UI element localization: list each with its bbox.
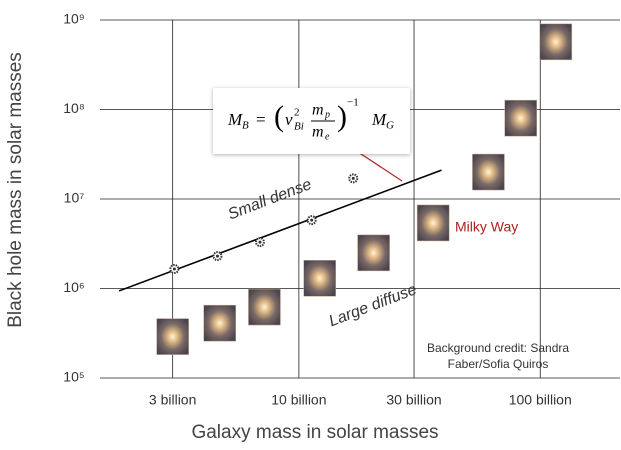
y-tick-label: 10⁹: [63, 11, 85, 27]
y-axis-label: Black hole mass in solar masses: [5, 52, 26, 328]
data-point-core: [310, 218, 314, 222]
galaxy-image: [203, 304, 236, 342]
formula-token: m: [312, 124, 324, 141]
y-tick-label: 10⁷: [64, 190, 85, 206]
formula-token: p: [324, 109, 330, 120]
data-point-core: [351, 176, 355, 180]
formula-token: M: [371, 110, 387, 129]
x-tick-label: 100 billion: [509, 392, 572, 408]
formula-token: M: [227, 110, 243, 129]
credit: Background credit: Sandra: [427, 341, 569, 355]
galaxy-image: [248, 288, 281, 326]
data-point-core: [172, 267, 176, 271]
y-tick-label: 10⁵: [63, 369, 84, 385]
galaxy-image: [539, 23, 573, 61]
galaxy-image: [357, 234, 390, 272]
formula: M B = ( ν 2 Bi m p m e ) −1 M G: [227, 97, 394, 143]
formula-token: =: [256, 110, 266, 129]
formula-token: (: [274, 100, 284, 133]
formula-token: Bi: [294, 121, 304, 133]
galaxy-image: [472, 153, 505, 191]
formula-token: m: [312, 102, 324, 119]
formula-token: B: [242, 120, 249, 132]
formula-token: G: [386, 120, 394, 132]
x-tick-label: 3 billion: [149, 392, 196, 408]
x-axis-label: Galaxy mass in solar masses: [191, 422, 438, 443]
pointer-line: [354, 149, 403, 182]
x-tick-label: 30 billion: [386, 392, 441, 408]
y-tick-label: 10⁶: [63, 279, 84, 295]
annotation: Milky Way: [455, 219, 518, 235]
formula-token: −1: [347, 97, 359, 109]
formula-token: e: [325, 131, 330, 142]
data-point-core: [215, 254, 219, 258]
y-tick-label: 10⁸: [63, 100, 85, 116]
galaxy-image: [303, 260, 336, 297]
galaxy-image: [156, 318, 189, 355]
galaxy-image: [504, 99, 537, 137]
x-tick-label: 10 billion: [271, 392, 326, 408]
formula-token: ): [337, 100, 347, 133]
annotation: Small dense: [226, 176, 314, 223]
credit: Faber/Sofia Quiros: [448, 357, 549, 371]
data-point-core: [258, 240, 262, 244]
formula-token: 2: [294, 107, 300, 119]
galaxy-image: [416, 204, 450, 242]
formula-token: ν: [285, 110, 293, 129]
